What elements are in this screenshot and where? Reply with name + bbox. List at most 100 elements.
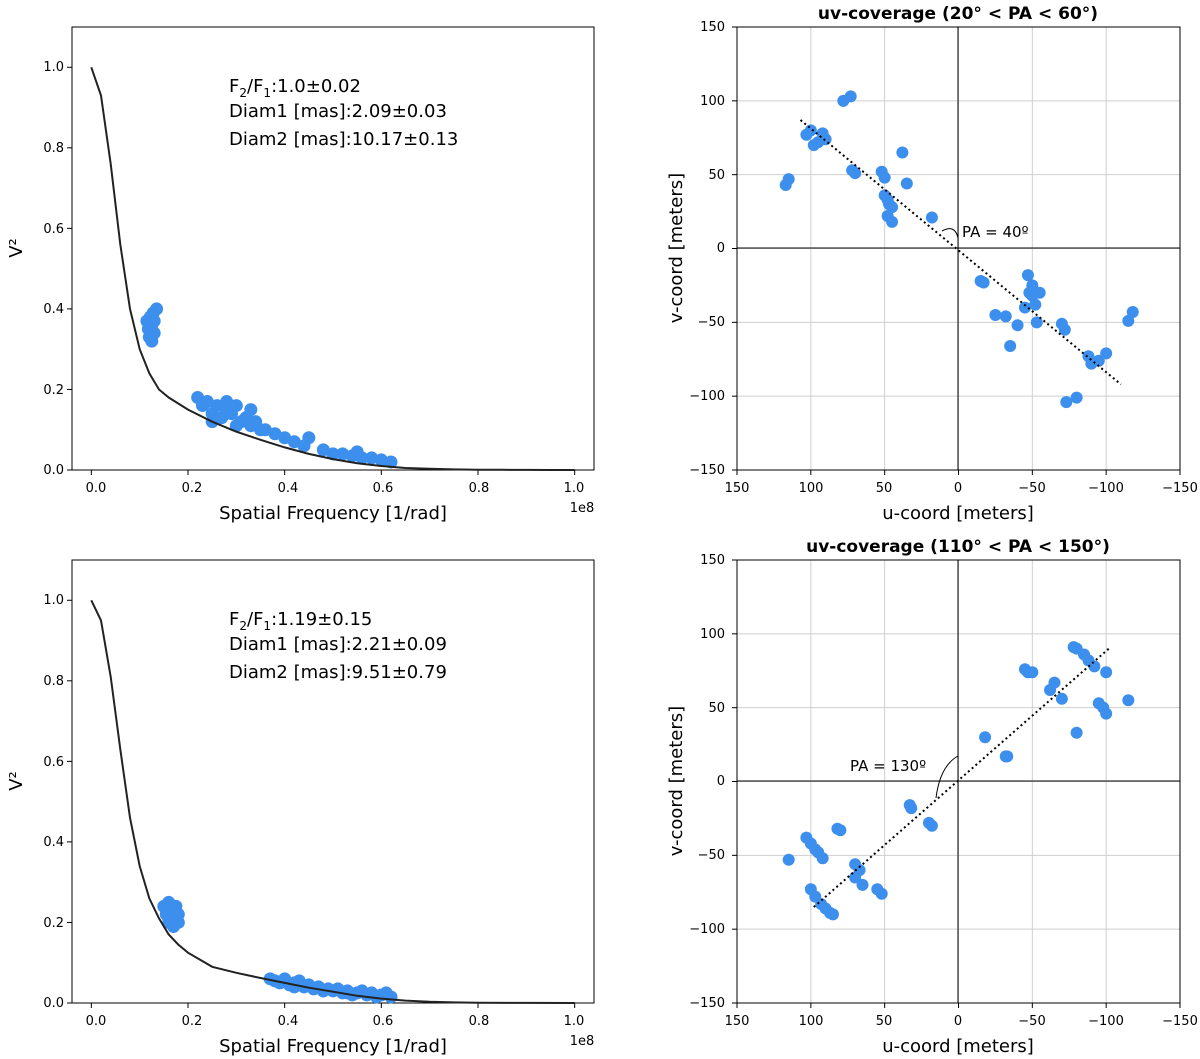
data-layer [732, 559, 1181, 1008]
x-tick-label: 0.4 [278, 481, 299, 496]
data-point [886, 201, 899, 214]
data-point [1126, 305, 1139, 318]
data-point [147, 326, 161, 340]
y-tick-label: 1.0 [43, 60, 64, 75]
data-point [875, 887, 888, 900]
x-tick-label: 0.2 [182, 1014, 203, 1029]
y-axis-label: v-coord [meters] [666, 706, 687, 856]
data-point [147, 314, 161, 328]
x-axis-label: u-coord [meters] [882, 1036, 1034, 1057]
x-tick-label: 0.0 [86, 1014, 107, 1029]
data-point [1048, 676, 1061, 689]
x-tick-label: −50 [1018, 1014, 1045, 1029]
pa-arc [941, 228, 959, 239]
data-point [302, 431, 316, 445]
data-point [856, 878, 869, 891]
x-axis-label: Spatial Frequency [1/rad] [219, 503, 447, 524]
y-tick-label: 0.8 [43, 141, 64, 156]
model-curve [90, 66, 575, 471]
y-tick-label: 0.0 [43, 996, 64, 1011]
x-axis-label: u-coord [meters] [882, 503, 1034, 524]
x-tick-label: 0.6 [373, 481, 394, 496]
x-tick-label: 0 [954, 481, 962, 496]
pa-direction-line [813, 646, 1112, 908]
data-point [816, 852, 829, 865]
x-tick-label: 0.0 [86, 481, 107, 496]
y-axis-label: v-coord [meters] [666, 173, 687, 323]
x-tick-label: 50 [876, 481, 893, 496]
data-point [1070, 726, 1083, 739]
y-tick-label: −150 [689, 996, 725, 1011]
pa-label: PA = 40º [962, 223, 1029, 241]
visibility-plot-bottom: 0.0 0.2 0.4 0.6 0.8 1.0 0.0 0.2 0.4 0.6 … [6, 559, 595, 1057]
visibility-plot-top: 0.0 0.2 0.4 0.6 0.8 1.0 0.0 0.2 0.4 0.6 … [6, 26, 595, 524]
x-tick-label: 0.6 [373, 1014, 394, 1029]
y-axis-label: V² [6, 238, 27, 258]
y-tick-label: 150 [700, 553, 725, 568]
data-point [1026, 666, 1039, 679]
x-tick-label: 0.4 [278, 1014, 299, 1029]
uv-coverage-plot-bottom: PA = 130º 150 100 50 0 −50 −100 −150 −15… [666, 537, 1198, 1057]
data-point [244, 403, 258, 417]
data-point [819, 133, 832, 146]
y-tick-label: −150 [689, 463, 725, 478]
y-tick-label: −100 [689, 389, 725, 404]
y-tick-label: 150 [700, 20, 725, 35]
data-point [365, 451, 379, 465]
x-tick-label: 150 [725, 481, 750, 496]
data-point [1030, 316, 1043, 329]
x-tick-label: 0.8 [469, 481, 490, 496]
y-tick-label: 0.6 [43, 755, 64, 770]
data-point [350, 445, 364, 459]
data-point [1088, 660, 1101, 673]
data-point [844, 90, 857, 103]
chart-title: uv-coverage (20° < PA < 60°) [818, 4, 1098, 24]
data-point [229, 419, 243, 433]
data-point [925, 211, 938, 224]
data-point [374, 453, 388, 467]
data-point [1100, 707, 1113, 720]
y-tick-label: 100 [700, 627, 725, 642]
y-tick-label: 50 [708, 168, 725, 183]
diam1-annotation: Diam1 [mas]:2.21±0.09 [229, 634, 447, 655]
x-axis-label: Spatial Frequency [1/rad] [219, 1036, 447, 1057]
data-point [896, 146, 909, 159]
chart-title: uv-coverage (110° < PA < 150°) [806, 537, 1110, 557]
data-point [150, 302, 164, 316]
y-tick-label: 1.0 [43, 593, 64, 608]
data-point [1029, 298, 1042, 311]
data-point [1018, 301, 1031, 314]
data-point [287, 980, 301, 994]
y-tick-label: 0.8 [43, 674, 64, 689]
data-point [977, 276, 990, 289]
data-point [782, 853, 795, 866]
uv-coverage-plot-top: PA = 40º 150 100 50 0 −50 −100 −150 −150… [666, 4, 1198, 524]
data-point [341, 986, 354, 1000]
data-point [846, 164, 859, 177]
data-point [999, 310, 1012, 323]
data-point [254, 423, 267, 437]
data-point [1011, 319, 1024, 332]
x-tick-label: 100 [799, 481, 824, 496]
pa-arc [935, 755, 959, 799]
x-tick-label: 0.2 [182, 481, 203, 496]
x-tick-label: 0 [954, 1014, 962, 1029]
x-offset-text: 1e8 [570, 501, 595, 516]
flux-ratio-annotation: F2/F1:1.19±0.15 [229, 609, 372, 633]
y-tick-label: −50 [698, 848, 725, 863]
diam1-annotation: Diam1 [mas]:2.09±0.03 [229, 101, 447, 122]
data-point [900, 177, 913, 190]
y-tick-label: 0 [717, 774, 725, 789]
x-offset-text: 1e8 [570, 1034, 595, 1049]
data-point [1092, 354, 1105, 367]
plot-frame [71, 26, 595, 471]
data-point [1060, 396, 1073, 409]
data-point [782, 173, 795, 186]
data-point [1122, 694, 1135, 707]
data-point [336, 447, 350, 461]
data-point [1055, 692, 1068, 705]
diam2-annotation: Diam2 [mas]:9.51±0.79 [229, 662, 447, 683]
x-tick-label: 1.0 [564, 1014, 585, 1029]
data-point [1070, 391, 1083, 404]
